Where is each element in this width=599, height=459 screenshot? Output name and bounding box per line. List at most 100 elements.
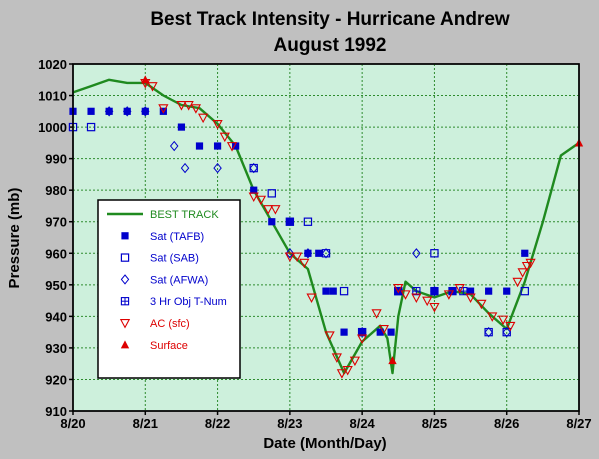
y-tick-label: 920 — [45, 372, 67, 387]
data-point — [87, 107, 95, 115]
data-point — [299, 258, 310, 269]
legend-swatch — [121, 232, 129, 240]
data-point — [232, 142, 240, 150]
data-point — [315, 249, 323, 257]
x-tick-label: 8/26 — [494, 416, 519, 431]
data-point — [411, 293, 422, 303]
chart-subtitle: August 1992 — [274, 35, 387, 56]
legend-item-ac-sfc: AC (sfc) — [119, 318, 190, 330]
data-point — [249, 162, 258, 174]
data-point — [306, 293, 317, 303]
legend-item-surface: Surface — [120, 340, 188, 352]
data-point — [339, 286, 349, 296]
data-point — [512, 277, 523, 288]
data-point — [324, 331, 335, 341]
data-point — [400, 290, 411, 300]
data-point — [521, 249, 529, 257]
data-point — [284, 252, 295, 262]
data-point — [454, 284, 465, 294]
y-tick-label: 970 — [45, 215, 67, 230]
legend-label: 3 Hr Obj T-Num — [150, 296, 227, 308]
data-point — [412, 286, 421, 296]
legend-label: Sat (SAB) — [150, 253, 199, 265]
legend-item-sat-afwa: Sat (AFWA) — [120, 274, 208, 286]
data-point — [340, 328, 348, 336]
data-point — [520, 286, 529, 296]
data-point — [487, 312, 498, 322]
data-point — [286, 218, 294, 226]
data-point — [497, 315, 509, 326]
legend: BEST TRACK Sat (TAFB) Sat (SAB) Sat (AFWA) 3… — [97, 199, 241, 379]
data-point — [255, 195, 267, 206]
y-tick-label: 910 — [45, 404, 67, 419]
data-point — [122, 106, 132, 117]
x-tick-label: 8/25 — [422, 416, 447, 431]
data-point — [336, 369, 348, 379]
legend-item-3-hr-obj-t-num: 3 Hr Obj T-Num — [120, 296, 227, 308]
data-point — [183, 101, 194, 111]
data-point — [147, 82, 158, 92]
data-point — [268, 218, 276, 226]
data-point — [190, 104, 202, 114]
data-point — [195, 142, 204, 150]
x-tick-label: 8/24 — [349, 416, 375, 431]
data-point — [212, 119, 223, 130]
data-point — [213, 142, 222, 150]
x-tick-label: 8/20 — [60, 416, 85, 431]
x-tick-label: 8/23 — [277, 416, 302, 431]
data-point — [387, 328, 395, 336]
x-tick-label: 8/27 — [566, 416, 591, 431]
data-point — [342, 366, 353, 376]
data-point — [331, 353, 342, 363]
data-point — [443, 290, 455, 300]
data-point — [141, 107, 149, 115]
y-axis-ticks: 910 920 930 940 950 960 970 980 990 1000 1010 1020 — [38, 57, 73, 419]
y-tick-label: 960 — [45, 246, 67, 261]
data-point — [105, 107, 113, 115]
data-point — [267, 189, 276, 198]
series-layer — [68, 75, 584, 379]
data-point — [250, 186, 258, 194]
data-point — [430, 249, 439, 258]
data-point — [329, 287, 337, 295]
legend-label: AC (sfc) — [150, 318, 190, 330]
data-point — [303, 248, 313, 259]
x-axis-ticks: 8/20 8/21 8/22 8/23 8/24 8/25 8/26 8/27 — [60, 411, 592, 431]
data-point — [104, 106, 114, 117]
data-point — [158, 104, 169, 114]
data-point — [357, 326, 367, 338]
data-point — [169, 140, 179, 152]
data-point — [378, 325, 389, 335]
y-tick-label: 930 — [45, 341, 67, 356]
data-point — [141, 75, 150, 84]
legend-label: Sat (AFWA) — [150, 274, 208, 286]
legend-label: BEST TRACK — [150, 209, 219, 221]
data-point — [430, 285, 439, 297]
data-point — [285, 248, 295, 259]
data-point — [180, 162, 190, 174]
data-point — [484, 326, 493, 338]
legend-item-sat-tafb: Sat (TAFB) — [121, 231, 204, 243]
data-point — [485, 287, 493, 295]
legend-label: Sat (TAFB) — [150, 231, 204, 243]
data-point — [371, 309, 382, 319]
data-point — [422, 296, 433, 307]
data-point — [291, 252, 303, 262]
legend-swatch — [119, 319, 131, 329]
data-point — [226, 142, 238, 152]
legend-swatch — [120, 340, 130, 349]
data-point — [517, 268, 528, 278]
data-point — [263, 205, 274, 215]
data-point — [213, 162, 222, 174]
data-point — [322, 287, 330, 295]
y-tick-label: 980 — [45, 183, 67, 198]
data-point — [388, 356, 397, 365]
legend-label: Surface — [150, 340, 188, 352]
data-point — [248, 192, 259, 203]
data-point — [376, 328, 384, 336]
data-point — [357, 334, 368, 345]
series-ac-sfc — [140, 78, 536, 379]
data-point — [270, 205, 281, 215]
data-point — [358, 328, 366, 336]
